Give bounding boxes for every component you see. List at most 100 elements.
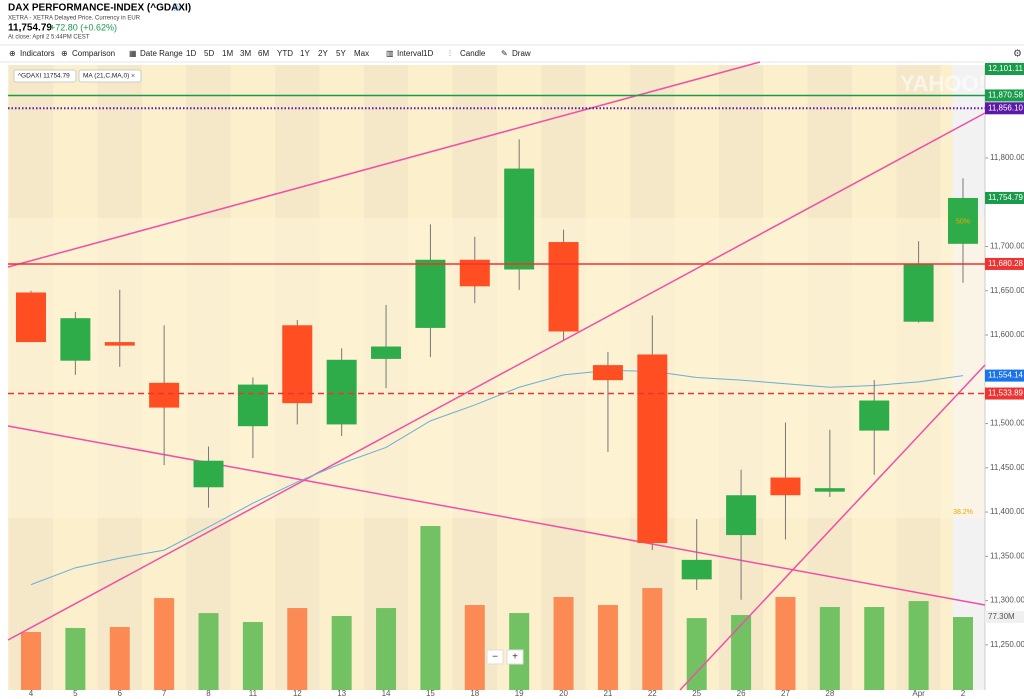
candle-body bbox=[60, 318, 91, 361]
volume-bar bbox=[331, 615, 352, 690]
y-tick-label: 11,250.00 bbox=[990, 640, 1024, 649]
x-tick-label: 8 bbox=[206, 689, 211, 698]
y2-tick-label: 77.30M bbox=[988, 612, 1015, 621]
price-label-box bbox=[985, 387, 1024, 400]
price-label-box bbox=[985, 102, 1024, 115]
candle-body bbox=[637, 354, 668, 544]
toolbar-button[interactable]: Indicators bbox=[20, 49, 55, 58]
volume-bar bbox=[731, 615, 752, 690]
toolbar-icon: ⊕ bbox=[9, 49, 16, 58]
volume-bar bbox=[21, 632, 41, 690]
x-tick-label: 5 bbox=[73, 689, 78, 698]
legend-close[interactable]: × bbox=[131, 73, 135, 80]
price-label: 11,533.89 bbox=[988, 389, 1024, 398]
candle-body bbox=[16, 292, 46, 343]
settings-icon[interactable]: ⚙ bbox=[1013, 49, 1022, 60]
toolbar-button[interactable]: 3M bbox=[240, 49, 251, 58]
volume-bar bbox=[775, 597, 796, 690]
toolbar-button[interactable]: 5D bbox=[204, 49, 214, 58]
toolbar-button[interactable]: Max bbox=[354, 49, 369, 58]
volume-bar bbox=[198, 613, 219, 690]
fib-label: 50% bbox=[956, 219, 970, 226]
price-change: +72.80 (+0.62%) bbox=[50, 22, 117, 32]
toolbar: Indicators Comparison Date Range 1D 5D 1M 3M 6M… bbox=[9, 49, 531, 58]
watermark: YAHOO! bbox=[900, 71, 986, 96]
moving-average bbox=[30, 369, 964, 586]
zoom-icon[interactable]: + bbox=[512, 652, 518, 663]
toolbar-button[interactable]: 1D bbox=[186, 49, 196, 58]
toolbar-button[interactable]: Candle bbox=[460, 49, 486, 58]
legend-chip[interactable] bbox=[13, 69, 77, 83]
toolbar-button[interactable]: 1D bbox=[423, 49, 433, 58]
volume-bar bbox=[242, 622, 263, 690]
volume-bar bbox=[287, 608, 308, 690]
price-label-box bbox=[985, 63, 1024, 75]
price-label: 12,101.11 bbox=[988, 64, 1024, 73]
price-label: 11,870.58 bbox=[988, 91, 1024, 100]
subtitle: XETRA - XETRA Delayed Price. Currency in… bbox=[8, 16, 141, 22]
trendline bbox=[7, 425, 986, 606]
x-tick-label: 12 bbox=[293, 689, 302, 698]
toolbar-button[interactable]: 6M bbox=[258, 49, 269, 58]
price-label: 11,554.14 bbox=[988, 371, 1024, 380]
toolbar-button[interactable]: Interval bbox=[397, 49, 423, 58]
volume-bar bbox=[65, 627, 86, 690]
legend-label: MA (21,C,MA,0) bbox=[83, 73, 129, 80]
candle-body bbox=[104, 342, 135, 346]
x-tick-label: 15 bbox=[426, 689, 435, 698]
fib-zone bbox=[8, 218, 985, 518]
toolbar-button[interactable]: 2Y bbox=[318, 49, 328, 58]
toolbar-button[interactable]: 1Y bbox=[300, 49, 310, 58]
candle-body bbox=[371, 346, 402, 359]
candle-body bbox=[592, 365, 623, 381]
x-tick-label: 19 bbox=[515, 689, 524, 698]
zoom-icon[interactable]: − bbox=[492, 652, 498, 663]
star[interactable]: ☆ bbox=[172, 2, 182, 14]
x-tick-label: 26 bbox=[737, 689, 746, 698]
title: DAX PERFORMANCE-INDEX (^GDAXI) bbox=[8, 3, 191, 14]
x-tick-label: 4 bbox=[29, 689, 34, 698]
y2-label-box bbox=[985, 611, 1024, 624]
x-tick-label: 20 bbox=[559, 689, 568, 698]
zoom-button[interactable] bbox=[486, 649, 504, 665]
x-tick-label: 27 bbox=[781, 689, 790, 698]
zoom-button[interactable] bbox=[506, 649, 524, 665]
toolbar-button[interactable]: YTD bbox=[277, 49, 293, 58]
volume-bar bbox=[819, 607, 840, 690]
x-tick-label: 14 bbox=[382, 689, 391, 698]
candle-body bbox=[814, 488, 845, 492]
y-tick-label: 11,600.00 bbox=[990, 330, 1024, 339]
volume-bar bbox=[952, 617, 973, 690]
toolbar-icon: ▦ bbox=[129, 49, 137, 58]
candle-body bbox=[149, 382, 180, 408]
x-tick-label: 21 bbox=[603, 689, 612, 698]
toolbar-button[interactable]: 5Y bbox=[336, 49, 346, 58]
price-label-box bbox=[985, 191, 1024, 204]
x-tick-label: 22 bbox=[648, 689, 657, 698]
toolbar-icon: ▥ bbox=[386, 49, 394, 58]
volume-bar bbox=[154, 598, 175, 690]
y-tick-label: 11,350.00 bbox=[990, 551, 1024, 560]
candle-body bbox=[415, 259, 446, 328]
toolbar-button[interactable]: Draw bbox=[512, 49, 531, 58]
volume-bar bbox=[553, 597, 574, 690]
close-time: At close: April 2 5:44PM CEST bbox=[8, 35, 90, 41]
x-tick-label: 6 bbox=[118, 689, 123, 698]
volume-bar bbox=[464, 605, 485, 690]
x-tick-label: 28 bbox=[825, 689, 834, 698]
candle-body bbox=[947, 197, 978, 244]
toolbar-button[interactable]: Date Range bbox=[140, 49, 183, 58]
price-label-box bbox=[985, 89, 1024, 102]
toolbar-button[interactable]: Comparison bbox=[72, 49, 115, 58]
x-tick-label: 11 bbox=[249, 689, 258, 698]
x-tick-label: Apr bbox=[912, 689, 925, 698]
trendline bbox=[679, 364, 986, 691]
toolbar-icon: ⊕ bbox=[61, 49, 68, 58]
legend-chip[interactable] bbox=[78, 69, 142, 83]
candle-body bbox=[548, 242, 579, 332]
y-tick-label: 11,650.00 bbox=[990, 286, 1024, 295]
price: 11,754.79 bbox=[8, 23, 52, 34]
toolbar-button[interactable]: 1M bbox=[222, 49, 233, 58]
plot-area: 11,800.00 11,700.00 11,650.00 11,600.00 11,5… bbox=[7, 61, 1024, 698]
